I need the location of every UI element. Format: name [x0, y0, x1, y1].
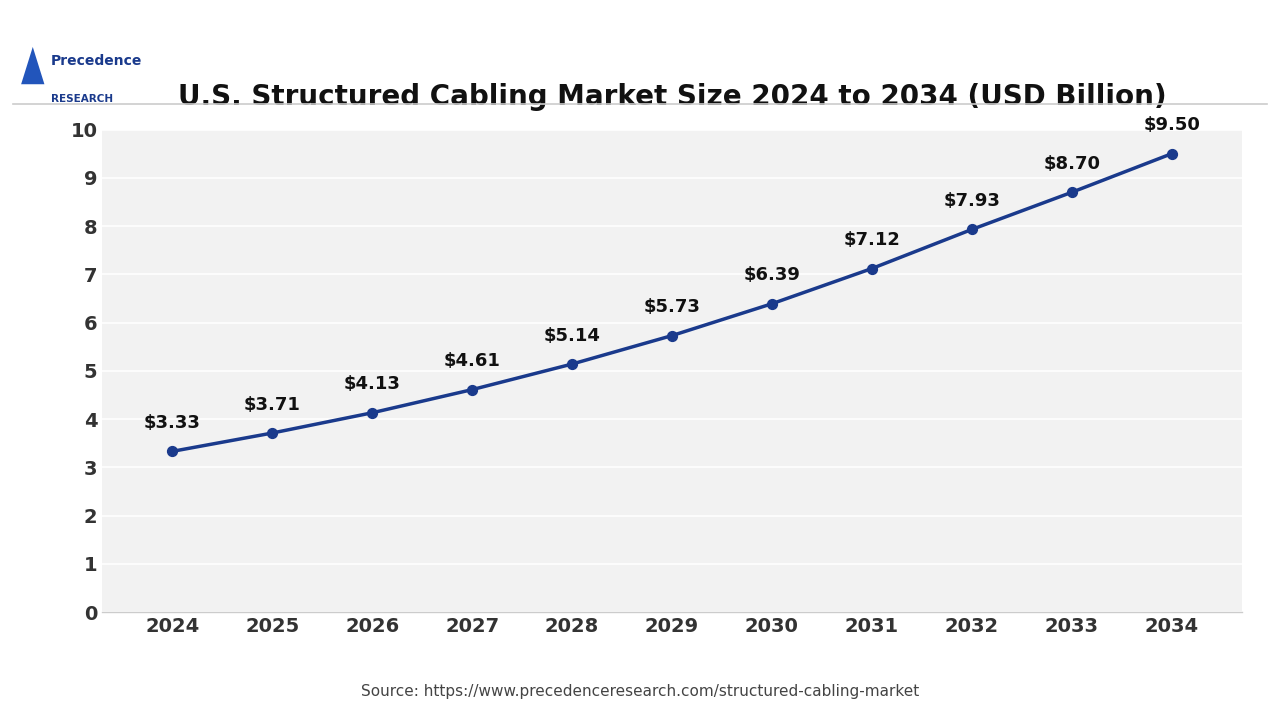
- Point: [362, 407, 383, 418]
- Text: $4.13: $4.13: [344, 375, 401, 393]
- Text: $7.93: $7.93: [943, 192, 1000, 210]
- Title: U.S. Structured Cabling Market Size 2024 to 2034 (USD Billion): U.S. Structured Cabling Market Size 2024…: [178, 83, 1166, 111]
- Text: $5.73: $5.73: [644, 298, 700, 316]
- Point: [662, 330, 682, 341]
- Text: $7.12: $7.12: [844, 231, 900, 249]
- Point: [961, 224, 982, 235]
- Point: [462, 384, 483, 395]
- Point: [861, 263, 882, 274]
- Polygon shape: [20, 47, 45, 84]
- Point: [762, 298, 782, 310]
- Text: Source: https://www.precedenceresearch.com/structured-cabling-market: Source: https://www.precedenceresearch.c…: [361, 684, 919, 698]
- Text: Precedence: Precedence: [51, 54, 142, 68]
- Text: $4.61: $4.61: [444, 352, 500, 370]
- Text: $5.14: $5.14: [544, 327, 600, 345]
- Text: RESEARCH: RESEARCH: [51, 94, 113, 104]
- Text: $3.71: $3.71: [244, 395, 301, 413]
- Text: $3.33: $3.33: [143, 414, 201, 432]
- Point: [1161, 148, 1181, 159]
- Text: $6.39: $6.39: [744, 266, 800, 284]
- Text: $9.50: $9.50: [1143, 116, 1201, 134]
- Point: [1061, 186, 1082, 198]
- Point: [562, 359, 582, 370]
- Point: [163, 446, 183, 457]
- Text: $8.70: $8.70: [1043, 155, 1101, 173]
- Point: [262, 427, 283, 438]
